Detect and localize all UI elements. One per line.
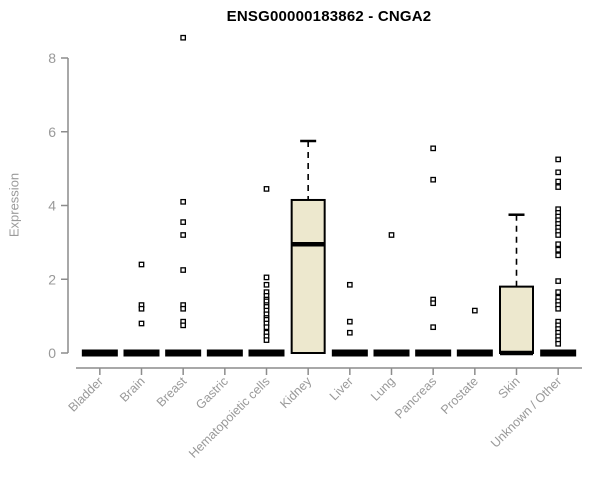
outlier-point — [180, 322, 187, 329]
y-tick-label: 4 — [48, 198, 56, 214]
outlier-point — [263, 324, 270, 331]
outlier-point — [180, 305, 187, 312]
box-brain — [123, 349, 160, 357]
x-category-label: Kidney — [277, 374, 314, 411]
y-axis-label: Expression — [6, 172, 22, 238]
outlier-point — [555, 169, 562, 176]
box-kidney — [290, 198, 326, 354]
box-breast — [165, 349, 202, 357]
outlier-point — [346, 329, 353, 336]
x-category-label: Brain — [117, 374, 148, 405]
outlier-point — [555, 289, 562, 296]
outlier-point — [138, 305, 145, 312]
outlier-point — [555, 305, 562, 312]
outlier-point — [555, 178, 562, 185]
outlier-point — [180, 219, 187, 225]
outlier-point — [430, 176, 437, 183]
outlier-point — [180, 267, 187, 273]
x-category-label: Hematopoietic cells — [186, 374, 273, 461]
outlier-point — [138, 261, 145, 268]
box-skin — [499, 285, 534, 354]
x-category-label: Gastric — [193, 374, 231, 412]
outlier-point — [263, 274, 270, 281]
outlier-point — [555, 252, 562, 259]
x-category-label: Unknown / Other — [488, 374, 564, 450]
y-tick-label: 8 — [48, 50, 56, 66]
x-category-label: Skin — [496, 374, 523, 401]
outlier-point — [138, 320, 145, 327]
box-pancreas — [415, 349, 452, 357]
outlier-point — [555, 184, 562, 190]
outlier-point — [430, 324, 437, 331]
x-category-label: Bladder — [66, 374, 106, 414]
y-tick-label: 6 — [48, 124, 56, 140]
outlier-point — [346, 318, 353, 325]
outlier-point — [346, 281, 353, 288]
box-liver — [331, 349, 368, 357]
outlier-point — [555, 232, 562, 238]
outlier-point — [555, 340, 562, 347]
box-bladder — [81, 349, 118, 357]
outlier-point — [555, 246, 562, 253]
box-unknown-other — [540, 349, 577, 357]
outlier-point — [388, 232, 395, 238]
outlier-point — [263, 186, 270, 192]
outlier-point — [263, 281, 270, 288]
x-category-label: Lung — [368, 374, 398, 404]
x-category-label: Pancreas — [392, 374, 439, 421]
y-tick-label: 0 — [48, 345, 56, 361]
outlier-point — [430, 300, 437, 307]
box-prostate — [456, 349, 493, 357]
outlier-point — [555, 278, 562, 284]
outlier-point — [180, 198, 187, 205]
outlier-point — [430, 145, 437, 152]
x-category-label: Liver — [327, 374, 356, 403]
box-lung — [373, 349, 410, 357]
x-category-label: Prostate — [438, 374, 481, 417]
y-tick-label: 2 — [48, 271, 56, 287]
chart-title: ENSG00000183862 - CNGA2 — [226, 8, 432, 25]
outlier-point — [471, 307, 478, 314]
outlier-point — [180, 34, 187, 41]
outlier-point — [555, 156, 562, 163]
outlier-point — [555, 241, 562, 248]
outlier-point — [263, 337, 270, 343]
box-hematopoietic-cells — [248, 349, 285, 357]
x-category-label: Breast — [154, 374, 190, 410]
outlier-point — [180, 232, 187, 238]
box-gastric — [206, 349, 243, 357]
